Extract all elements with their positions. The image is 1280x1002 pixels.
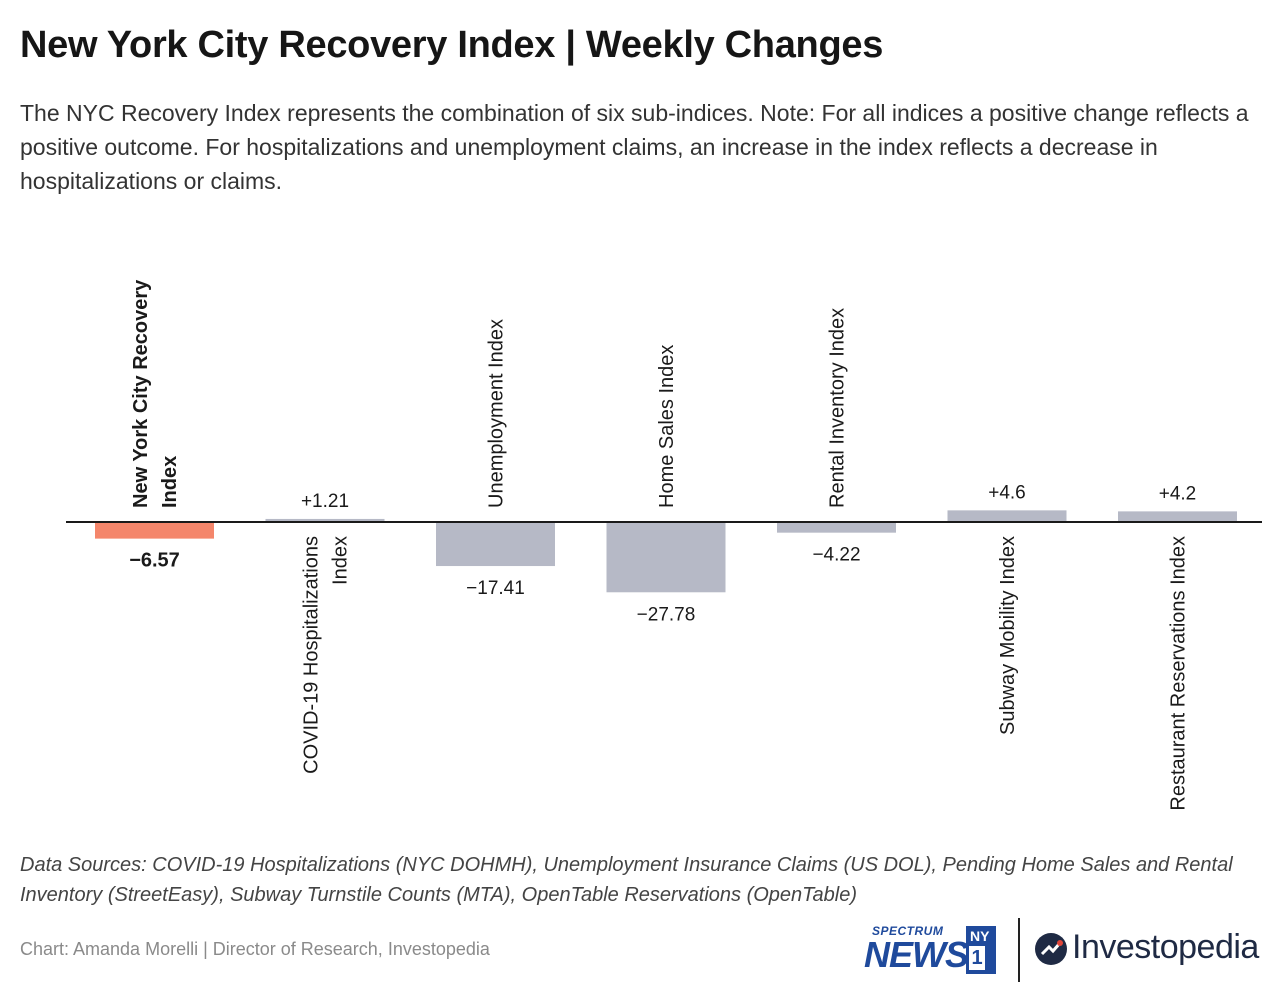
value-label: +1.21 [301, 491, 349, 512]
spectrum-wordmark: SPECTRUM [872, 924, 944, 938]
category-label: Home Sales Index [656, 345, 678, 508]
category-label: Subway Mobility Index [997, 536, 1019, 735]
bar [95, 522, 214, 539]
chart-title: New York City Recovery Index | Weekly Ch… [20, 24, 884, 66]
logo-divider [1018, 918, 1020, 982]
value-label: +4.2 [1159, 483, 1197, 504]
news-wordmark: NEWS [864, 934, 969, 975]
bar-chart: −6.57 New York City Recovery Index +1.21 COV… [66, 279, 1262, 811]
bar [265, 518, 385, 522]
one-text: 1 [969, 946, 985, 970]
value-label: −4.22 [812, 545, 860, 566]
bar [947, 510, 1067, 522]
bar [1118, 511, 1237, 522]
value-label: +4.6 [988, 482, 1026, 503]
logos: SPECTRUM NEWS NY 1 Investopedia [858, 918, 1268, 982]
category-label: Restaurant Reservations Index [1168, 536, 1190, 811]
value-label: −17.41 [466, 578, 525, 599]
category-label: COVID-19 Hospitalizations Index [301, 536, 352, 774]
spectrum-news-logo: SPECTRUM NEWS [864, 924, 976, 976]
investopedia-logo-icon [1035, 933, 1067, 965]
chart-subtitle: The NYC Recovery Index represents the co… [20, 100, 1249, 194]
category-label: Rental Inventory Index [827, 308, 849, 508]
value-label: −27.78 [637, 604, 696, 625]
data-sources: Data Sources: COVID-19 Hospitalizations … [20, 854, 1233, 906]
ny1-badge: NY 1 [966, 926, 996, 974]
bar [606, 522, 726, 593]
category-label: Unemployment Index [486, 319, 508, 508]
bar [777, 522, 896, 533]
investopedia-wordmark: Investopedia [1072, 928, 1259, 966]
chart-credit: Chart: Amanda Morelli | Director of Rese… [20, 939, 490, 959]
category-label: New York City Recovery Index [130, 279, 181, 508]
value-label: −6.57 [129, 550, 180, 572]
bar [436, 522, 555, 567]
ny-text: NY [970, 928, 990, 944]
